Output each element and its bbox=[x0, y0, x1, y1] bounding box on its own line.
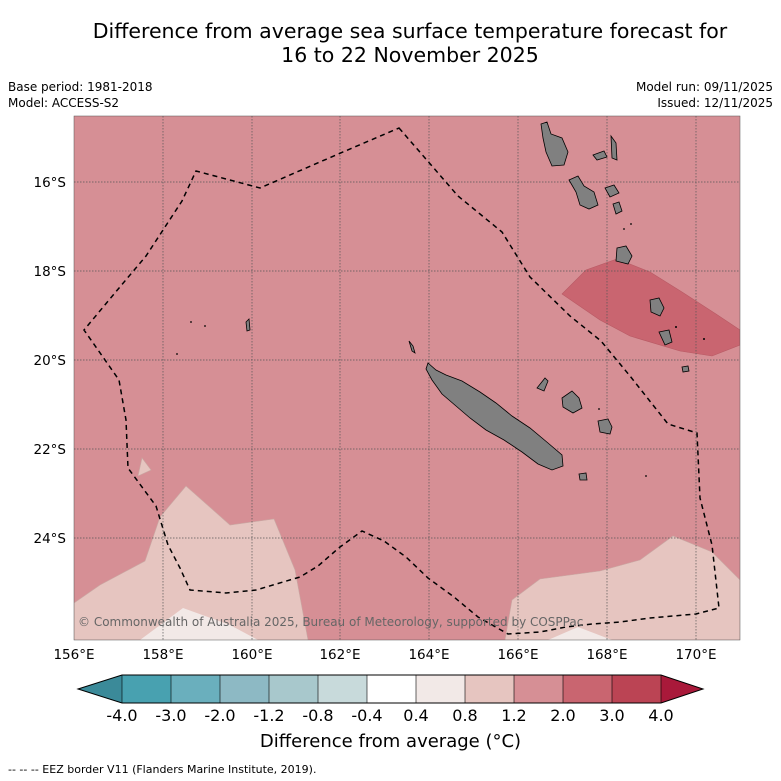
tanna-island bbox=[658, 329, 673, 346]
cbar-tick-9: 1.2 bbox=[501, 706, 526, 725]
new-caledonia bbox=[425, 362, 564, 471]
pentecost-island bbox=[610, 134, 618, 161]
lifou-island bbox=[561, 390, 583, 414]
lat-label-24s: 24°S bbox=[34, 531, 67, 547]
maewo-island bbox=[592, 150, 608, 161]
colorbar-swatch-6 bbox=[367, 675, 416, 703]
colorbar-swatch-3 bbox=[220, 675, 269, 703]
cbar-tick-6: -0.4 bbox=[351, 706, 382, 725]
colorbar-dividers bbox=[121, 675, 662, 703]
map-frame bbox=[73, 115, 741, 641]
espiritu-santo bbox=[540, 121, 569, 167]
malakula-island bbox=[568, 175, 599, 210]
mare-island bbox=[597, 418, 613, 435]
chesterfield-islets bbox=[245, 318, 251, 332]
cbar-tick-12: 4.0 bbox=[648, 706, 673, 725]
colorbar-swatch-1 bbox=[122, 675, 171, 703]
anomaly-field-0-8-to-1-2-west bbox=[74, 485, 309, 640]
efate-island bbox=[615, 245, 633, 265]
model-name: Model: ACCESS-S2 bbox=[8, 96, 120, 110]
cbar-tick-5: -0.8 bbox=[302, 706, 333, 725]
colorbar-swatch-7 bbox=[416, 675, 465, 703]
cbar-tick-1: -4.0 bbox=[106, 706, 137, 725]
cbar-tick-3: -2.0 bbox=[204, 706, 235, 725]
small-islets bbox=[176, 223, 705, 477]
anomaly-field-0-4-to-0-8-east bbox=[548, 627, 612, 640]
meta-left: Base period: 1981-2018 Model: ACCESS-S2 bbox=[8, 79, 153, 111]
colorbar-swatch-11 bbox=[612, 675, 661, 703]
latitude-labels: 16°S 18°S 20°S 22°S 24°S bbox=[34, 175, 67, 547]
colorbar-swatch-2 bbox=[171, 675, 220, 703]
graticule bbox=[74, 116, 740, 640]
colorbar-title: Difference from average (°C) bbox=[259, 731, 522, 752]
anomaly-patch-small bbox=[137, 457, 152, 477]
lon-label-156e: 156°E bbox=[53, 647, 94, 663]
lat-label-16s: 16°S bbox=[34, 175, 67, 191]
map-title: Difference from average sea surface temp… bbox=[40, 19, 780, 67]
colorbar: -4.0 -3.0 -2.0 -1.2 -0.8 -0.4 0.4 0.8 1.… bbox=[76, 674, 705, 725]
issued-date: Issued: 12/11/2025 bbox=[657, 96, 773, 110]
lon-label-158e: 158°E bbox=[142, 647, 183, 663]
colorbar-swatch-8 bbox=[465, 675, 514, 703]
ambrym-island bbox=[604, 184, 620, 198]
colorbar-arrow-high bbox=[661, 675, 703, 703]
colorbar-arrow-low bbox=[78, 675, 122, 703]
belep-islands bbox=[408, 340, 416, 354]
title-line-2: 16 to 22 November 2025 bbox=[281, 43, 539, 67]
cbar-tick-2: -3.0 bbox=[155, 706, 186, 725]
epi-island bbox=[612, 201, 623, 215]
lon-label-166e: 166°E bbox=[497, 647, 538, 663]
lon-label-164e: 164°E bbox=[408, 647, 449, 663]
lat-label-20s: 20°S bbox=[34, 353, 67, 369]
eez-border bbox=[83, 127, 720, 635]
eez-legend: -- -- -- EEZ border V11 (Flanders Marine… bbox=[8, 763, 317, 776]
anomaly-field-0-8-to-1-2-east bbox=[504, 535, 740, 640]
title-line-1: Difference from average sea surface temp… bbox=[92, 19, 728, 43]
lat-label-22s: 22°S bbox=[34, 442, 67, 458]
colorbar-swatch-5 bbox=[318, 675, 367, 703]
model-run: Model run: 09/11/2025 bbox=[635, 80, 773, 94]
lon-label-168e: 168°E bbox=[586, 647, 627, 663]
colorbar-tick-labels: -4.0 -3.0 -2.0 -1.2 -0.8 -0.4 0.4 0.8 1.… bbox=[106, 706, 673, 725]
colorbar-swatch-9 bbox=[514, 675, 563, 703]
land-masses bbox=[245, 121, 690, 481]
anomaly-field-0-4-to-0-8-west bbox=[140, 608, 258, 640]
erromango-island bbox=[649, 297, 665, 317]
aneityum-island bbox=[681, 365, 690, 373]
longitude-labels: 156°E 158°E 160°E 162°E 164°E 166°E 168°… bbox=[53, 647, 716, 663]
cbar-tick-8: 0.8 bbox=[452, 706, 477, 725]
copyright-text: © Commonwealth of Australia 2025, Bureau… bbox=[78, 615, 583, 629]
colorbar-swatch-4 bbox=[269, 675, 318, 703]
cbar-tick-10: 2.0 bbox=[550, 706, 575, 725]
map-area: © Commonwealth of Australia 2025, Bureau… bbox=[74, 116, 740, 640]
lon-label-170e: 170°E bbox=[675, 647, 716, 663]
meta-right: Model run: 09/11/2025 Issued: 12/11/2025 bbox=[636, 79, 773, 111]
lon-label-160e: 160°E bbox=[231, 647, 272, 663]
ouvea-island bbox=[536, 377, 549, 392]
colorbar-swatch-10 bbox=[563, 675, 612, 703]
base-period: Base period: 1981-2018 bbox=[8, 80, 153, 94]
lon-label-162e: 162°E bbox=[319, 647, 360, 663]
lat-label-18s: 18°S bbox=[34, 264, 67, 280]
cbar-tick-11: 3.0 bbox=[599, 706, 624, 725]
isle-of-pines bbox=[578, 472, 588, 481]
cbar-tick-7: 0.4 bbox=[403, 706, 428, 725]
cbar-tick-4: -1.2 bbox=[253, 706, 284, 725]
